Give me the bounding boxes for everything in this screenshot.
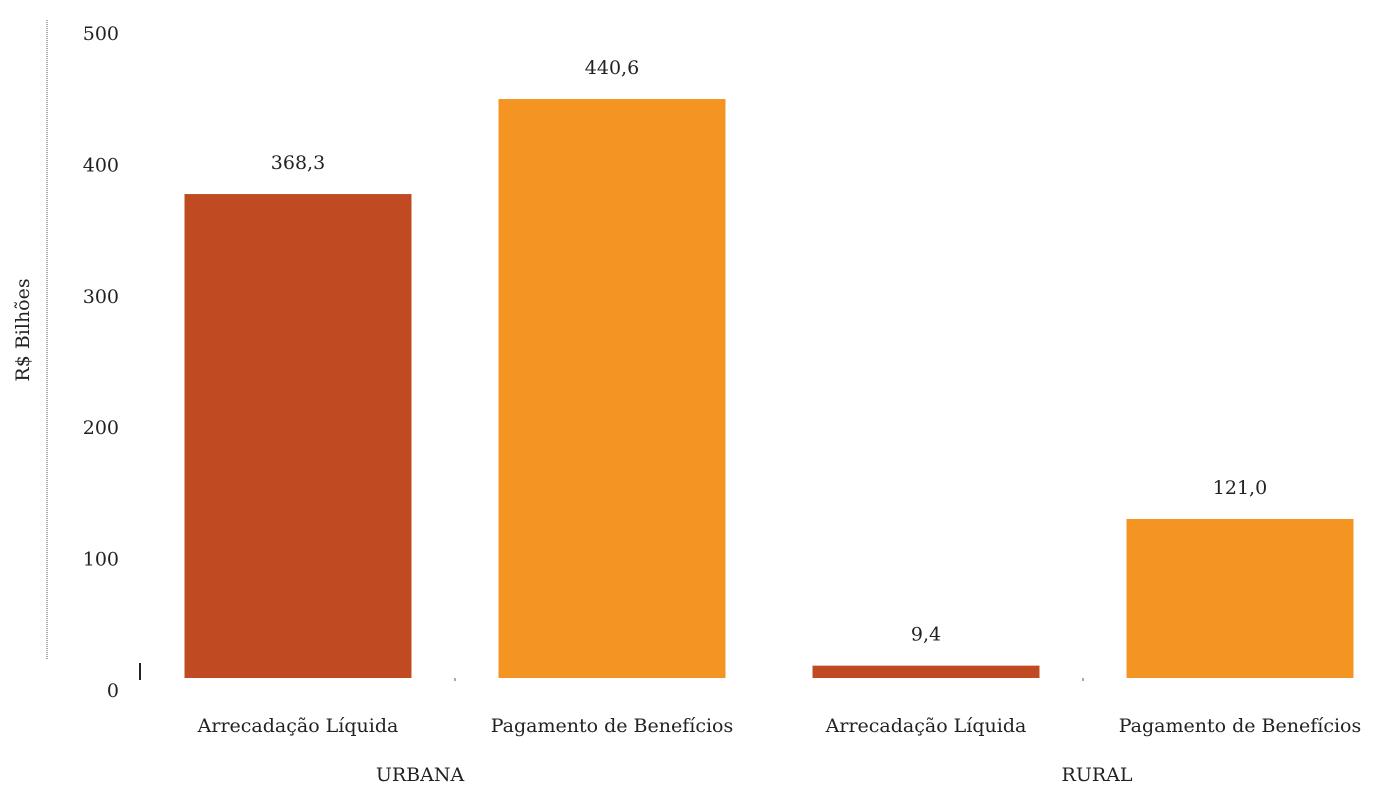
y-axis-label: R$ Bilhões bbox=[12, 278, 34, 381]
bar bbox=[184, 194, 412, 678]
group-label: URBANA bbox=[376, 764, 465, 785]
bar bbox=[812, 665, 1040, 678]
y-tick-label: 100 bbox=[83, 549, 119, 571]
group-label: RURAL bbox=[1062, 764, 1133, 785]
value-label: 440,6 bbox=[585, 57, 639, 79]
y-tick-label: 0 bbox=[107, 680, 119, 702]
bar bbox=[498, 99, 726, 679]
x-tick-label: Arrecadação Líquida bbox=[825, 715, 1027, 737]
bar bbox=[1126, 519, 1354, 678]
y-tick-label: 300 bbox=[83, 286, 119, 308]
y-tick-label: 400 bbox=[83, 154, 119, 176]
x-tick-label: Arrecadação Líquida bbox=[197, 715, 399, 737]
value-label: 368,3 bbox=[271, 152, 325, 174]
value-label: 121,0 bbox=[1213, 477, 1267, 499]
y-tick-label: 200 bbox=[83, 417, 119, 439]
x-tick-label: Pagamento de Benefícios bbox=[1119, 715, 1362, 737]
value-label: 9,4 bbox=[911, 624, 941, 646]
y-tick-label: 500 bbox=[83, 23, 119, 45]
x-tick-label: Pagamento de Benefícios bbox=[491, 715, 734, 737]
